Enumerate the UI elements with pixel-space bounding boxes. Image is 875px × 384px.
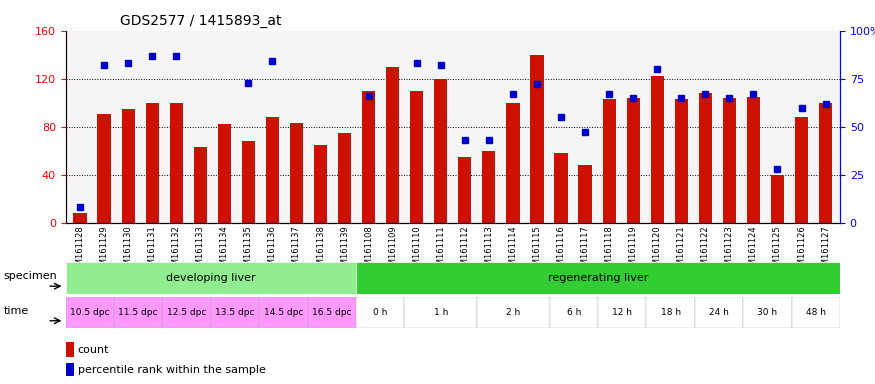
Text: 0 h: 0 h [373,308,388,317]
Bar [482,151,495,223]
Bar [66,297,114,328]
Bar [410,91,424,223]
Bar [170,103,183,223]
Bar [458,157,472,223]
Bar [356,262,840,294]
Text: 48 h: 48 h [806,308,826,317]
Text: GDS2577 / 1415893_at: GDS2577 / 1415893_at [120,14,282,28]
Text: 12.5 dpc: 12.5 dpc [167,308,206,317]
Bar [819,103,832,223]
Bar [434,79,447,223]
Text: 2 h: 2 h [506,308,521,317]
Bar [338,133,351,223]
Bar [193,147,206,223]
Bar [66,342,74,357]
Bar [507,103,520,223]
Bar [290,123,303,223]
Text: 14.5 dpc: 14.5 dpc [263,308,303,317]
Bar [66,262,356,294]
Text: developing liver: developing liver [166,273,256,283]
Bar [647,297,695,328]
Text: 1 h: 1 h [433,308,448,317]
Text: specimen: specimen [4,271,57,281]
Bar [695,297,743,328]
Bar [603,99,616,223]
Text: count: count [78,345,109,355]
Text: 13.5 dpc: 13.5 dpc [215,308,255,317]
Bar [746,97,760,223]
Bar [74,213,87,223]
Bar [145,103,159,223]
Bar [675,99,688,223]
Text: regenerating liver: regenerating liver [548,273,648,283]
Text: time: time [4,306,29,316]
Bar [362,91,375,223]
Bar [723,98,736,223]
Bar [356,297,404,328]
Bar [794,117,808,223]
Bar [259,297,308,328]
Bar [122,109,135,223]
Bar [404,297,477,328]
Text: percentile rank within the sample: percentile rank within the sample [78,365,266,375]
Bar [308,297,356,328]
Bar [792,297,840,328]
Text: 11.5 dpc: 11.5 dpc [118,308,158,317]
Bar [550,297,598,328]
Bar [743,297,792,328]
Bar [242,141,255,223]
Bar [266,117,279,223]
Text: 18 h: 18 h [661,308,681,317]
Text: 12 h: 12 h [612,308,633,317]
Bar [530,55,543,223]
Bar [651,76,664,223]
Text: 6 h: 6 h [567,308,581,317]
Text: 16.5 dpc: 16.5 dpc [312,308,352,317]
Bar [314,145,327,223]
Bar [699,93,712,223]
Bar [211,297,259,328]
Bar [218,124,231,223]
Bar [578,165,592,223]
Bar [555,153,568,223]
Bar [626,98,640,223]
Bar [97,114,111,223]
Text: 24 h: 24 h [709,308,729,317]
Bar [114,297,163,328]
Bar [598,297,647,328]
Bar [386,67,399,223]
Bar [163,297,211,328]
Text: 10.5 dpc: 10.5 dpc [70,308,109,317]
Text: 30 h: 30 h [758,308,778,317]
Bar [477,297,550,328]
Bar [66,363,74,376]
Bar [771,175,784,223]
